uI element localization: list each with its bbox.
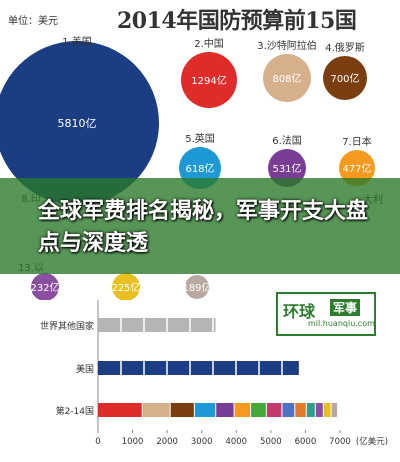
bar-segment-4 bbox=[170, 403, 194, 417]
bubble-value-label: 189亿 bbox=[182, 281, 211, 294]
x-tick-label: 7000 bbox=[329, 437, 351, 447]
bubble-country-label: 7.日本 bbox=[342, 135, 372, 148]
bubble-1 bbox=[0, 41, 159, 205]
logo-tag-text: 军事 bbox=[330, 299, 361, 316]
bubble-4 bbox=[323, 56, 367, 100]
bar-segment-3 bbox=[142, 403, 170, 417]
bubble-value-label: 477亿 bbox=[342, 162, 371, 175]
bar-segment-10 bbox=[282, 403, 295, 417]
bubble-country-label: 1.美国 bbox=[62, 35, 92, 48]
x-tick-label: 4000 bbox=[225, 437, 247, 447]
bubble-value-label: 700亿 bbox=[330, 72, 359, 85]
bubble-country-label: 5.英国 bbox=[185, 132, 215, 145]
site-logo: 环球 军事 mil.huanqiu.com bbox=[276, 292, 376, 336]
bubble-8 bbox=[31, 273, 59, 300]
bubble-7 bbox=[339, 150, 375, 186]
bubble-value-label: 808亿 bbox=[272, 72, 301, 85]
bubble-country-label: 3.沙特阿拉伯 bbox=[257, 39, 317, 52]
banner-headline: 全球军费排名揭秘，军事开支大盘点与深度透 bbox=[38, 199, 369, 256]
overlay-banner bbox=[0, 178, 400, 274]
x-unit-label: (亿美元) bbox=[356, 436, 388, 447]
bar-segment-15 bbox=[331, 403, 338, 417]
bar-segment-7 bbox=[234, 403, 251, 417]
logo-url: mil.huanqiu.com bbox=[308, 319, 375, 328]
bubble-9 bbox=[112, 273, 140, 300]
bubble-country-label: 2.中国 bbox=[194, 37, 224, 50]
bubble-value-label: 232亿 bbox=[30, 281, 59, 294]
bubble-3 bbox=[263, 54, 311, 102]
x-tick-label: 1000 bbox=[122, 437, 144, 447]
logo-main-text: 环球 bbox=[283, 302, 316, 321]
x-tick-label: 5000 bbox=[260, 437, 282, 447]
bubble-value-label: 531亿 bbox=[272, 162, 301, 175]
unit-label: 单位：美元 bbox=[8, 16, 58, 27]
bar-usa bbox=[98, 361, 299, 375]
bubble-2 bbox=[181, 52, 237, 108]
bubble-value-label: 1294亿 bbox=[191, 74, 226, 87]
bar-segment-2 bbox=[98, 403, 142, 417]
bar-segment-11 bbox=[295, 403, 306, 417]
x-tick-label: 0 bbox=[95, 437, 100, 447]
bubble-value-label: 5810亿 bbox=[58, 117, 97, 130]
bar-segment-6 bbox=[216, 403, 234, 417]
bubble-country-label: 4.俄罗斯 bbox=[325, 41, 365, 54]
x-tick-label: 3000 bbox=[191, 437, 213, 447]
bar-rest-of-world bbox=[98, 318, 216, 332]
bubble-6 bbox=[268, 149, 306, 187]
bar-category-label: 世界其他国家 bbox=[40, 320, 94, 332]
x-tick-label: 2000 bbox=[156, 437, 178, 447]
bubble-country-label: 6.法国 bbox=[272, 134, 302, 147]
bar-segment-9 bbox=[266, 403, 282, 417]
bar-segment-5 bbox=[194, 403, 216, 417]
bar-segment-8 bbox=[251, 403, 266, 417]
bar-category-label: 第2-14国 bbox=[56, 405, 94, 417]
chart-title: 2014年国防预算前15国 bbox=[117, 8, 357, 34]
bar-segment-12 bbox=[306, 403, 315, 417]
bubble-10 bbox=[185, 275, 209, 299]
bar-segment-13 bbox=[315, 403, 323, 417]
bubble-value-label: 618亿 bbox=[185, 162, 214, 175]
bar-category-label: 美国 bbox=[76, 363, 94, 375]
bubble-value-label: 225亿 bbox=[111, 281, 140, 294]
x-tick-label: 6000 bbox=[295, 437, 317, 447]
bar-segment-14 bbox=[323, 403, 331, 417]
